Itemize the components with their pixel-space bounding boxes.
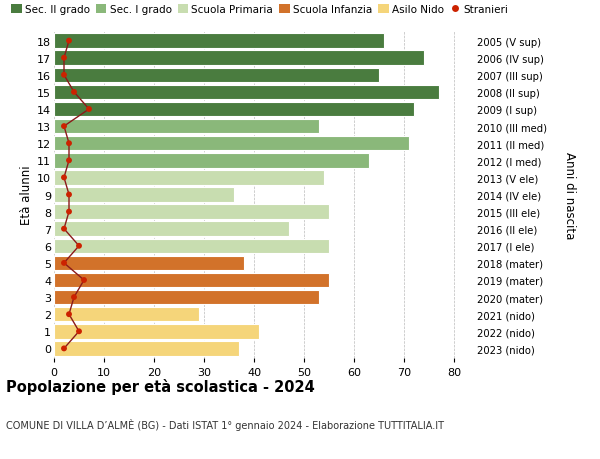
Point <box>59 260 69 267</box>
Point <box>64 157 74 165</box>
Point <box>59 123 69 130</box>
Point <box>59 72 69 79</box>
Bar <box>54 239 329 253</box>
Text: COMUNE DI VILLA D’ALMÈ (BG) - Dati ISTAT 1° gennaio 2024 - Elaborazione TUTTITAL: COMUNE DI VILLA D’ALMÈ (BG) - Dati ISTAT… <box>6 418 444 430</box>
Bar <box>54 154 369 168</box>
Point <box>59 174 69 182</box>
Legend: Sec. II grado, Sec. I grado, Scuola Primaria, Scuola Infanzia, Asilo Nido, Stran: Sec. II grado, Sec. I grado, Scuola Prim… <box>11 5 509 15</box>
Bar <box>54 188 234 202</box>
Point <box>74 328 84 335</box>
Point <box>79 277 89 284</box>
Bar <box>54 290 319 305</box>
Point <box>69 294 79 301</box>
Bar <box>54 102 414 117</box>
Bar <box>54 205 329 219</box>
Point <box>74 243 84 250</box>
Point <box>64 191 74 199</box>
Bar <box>54 120 319 134</box>
Bar <box>54 85 439 100</box>
Bar <box>54 325 259 339</box>
Bar <box>54 171 324 185</box>
Bar <box>54 256 244 270</box>
Text: Popolazione per età scolastica - 2024: Popolazione per età scolastica - 2024 <box>6 379 315 395</box>
Point <box>64 140 74 147</box>
Bar <box>54 34 384 49</box>
Y-axis label: Anni di nascita: Anni di nascita <box>563 151 577 239</box>
Bar <box>54 137 409 151</box>
Bar <box>54 68 379 83</box>
Bar <box>54 51 424 66</box>
Bar <box>54 307 199 322</box>
Point <box>59 55 69 62</box>
Point <box>84 106 94 113</box>
Point <box>64 208 74 216</box>
Y-axis label: Età alunni: Età alunni <box>20 165 33 225</box>
Point <box>64 38 74 45</box>
Point <box>64 311 74 318</box>
Point <box>59 225 69 233</box>
Bar <box>54 222 289 236</box>
Bar <box>54 341 239 356</box>
Bar <box>54 273 329 288</box>
Point <box>69 89 79 96</box>
Point <box>59 345 69 353</box>
